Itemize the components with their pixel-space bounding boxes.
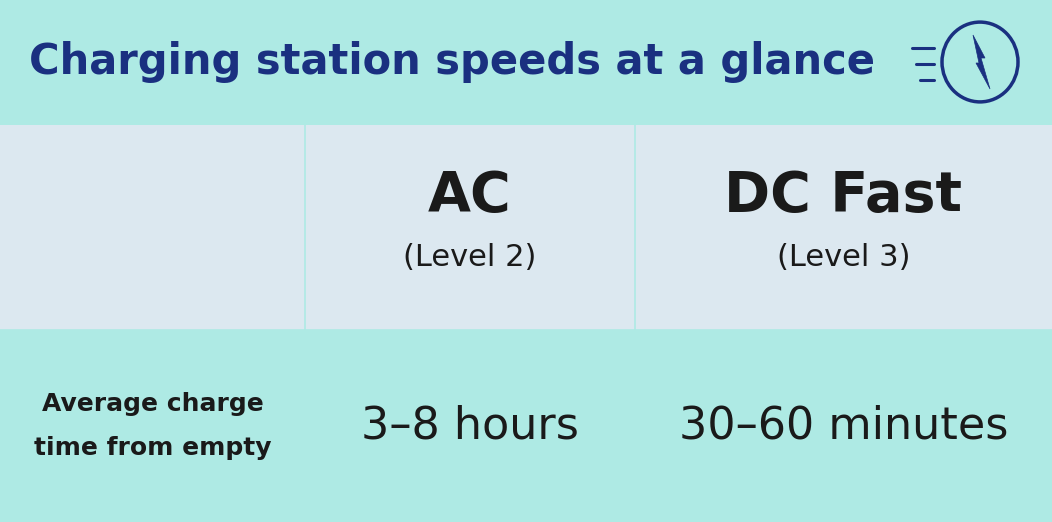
Text: 30–60 minutes: 30–60 minutes bbox=[679, 405, 1008, 447]
Text: DC Fast: DC Fast bbox=[725, 169, 963, 222]
Bar bbox=[0, 330, 1052, 522]
Text: (Level 3): (Level 3) bbox=[776, 243, 910, 272]
Text: Charging station speeds at a glance: Charging station speeds at a glance bbox=[29, 41, 875, 83]
Bar bbox=[0, 0, 1052, 125]
Text: 3–8 hours: 3–8 hours bbox=[361, 405, 579, 447]
Text: Average charge: Average charge bbox=[42, 392, 263, 416]
Text: AC: AC bbox=[428, 169, 512, 222]
Text: (Level 2): (Level 2) bbox=[403, 243, 537, 272]
Polygon shape bbox=[973, 35, 990, 89]
Text: time from empty: time from empty bbox=[34, 436, 271, 460]
Bar bbox=[0, 125, 1052, 330]
